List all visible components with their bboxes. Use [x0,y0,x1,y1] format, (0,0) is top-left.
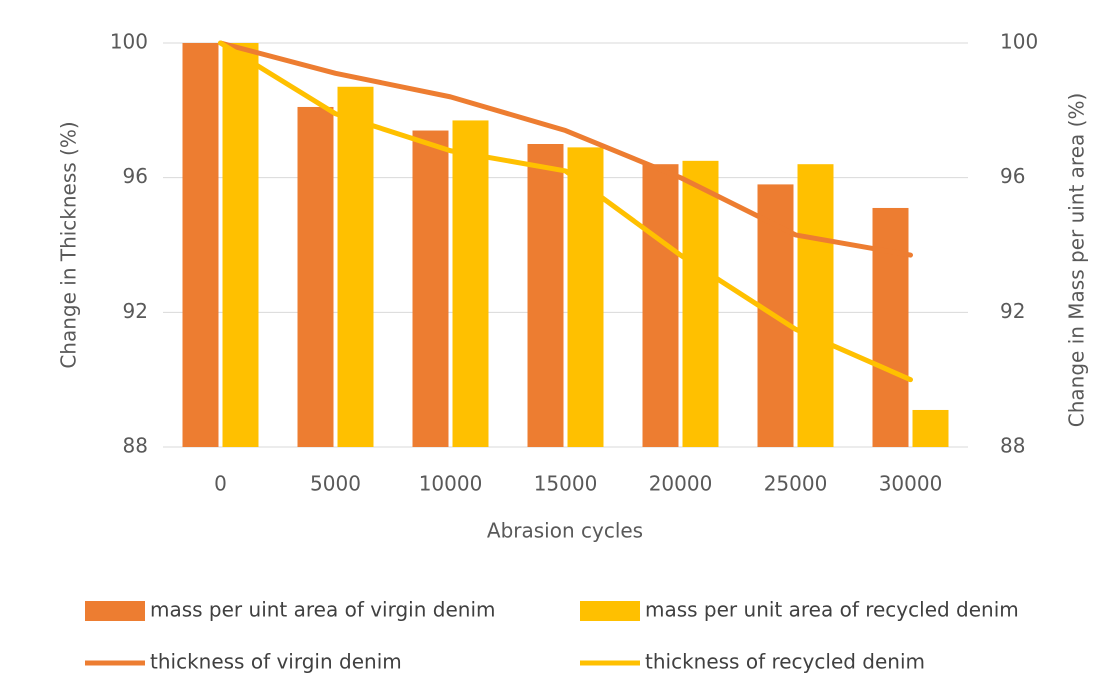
x-tick-label: 5000 [310,472,361,496]
bar [912,409,949,447]
y-tick-label: 88 [123,434,148,458]
y-tick-label: 92 [123,299,148,323]
bar [682,160,719,448]
y2-tick-label: 100 [1000,30,1038,54]
legend-label: mass per uint area of virgin denim [150,598,495,622]
y2-tick-label: 96 [1000,164,1025,188]
x-tick-label: 30000 [879,472,943,496]
line [218,40,913,258]
y2-tick-label: 88 [1000,434,1025,458]
bar [527,144,564,447]
y-tick-label: 96 [123,164,148,188]
bar [222,43,259,447]
x-tick-label: 20000 [649,472,713,496]
legend-label: mass per unit area of recycled denim [645,598,1019,622]
y2-axis-title: Change in Mass per uint area (%) [1065,93,1089,427]
x-axis-title: Abrasion cycles [487,519,643,543]
legend-swatch [580,601,640,621]
x-tick-label: 15000 [534,472,598,496]
bar [452,120,489,447]
y-tick-label: 100 [110,30,148,54]
x-tick-label: 0 [214,472,227,496]
x-tick-label: 10000 [419,472,483,496]
bar [797,164,834,447]
legend-label: thickness of recycled denim [645,650,925,674]
bar [337,86,374,448]
legend-label: thickness of virgin denim [150,650,402,674]
bar [412,130,449,448]
bar [297,106,334,447]
legend-swatch [85,601,145,621]
bar [182,43,219,447]
bar [872,207,909,447]
bar [642,164,679,447]
line [218,40,913,383]
x-tick-label: 25000 [764,472,828,496]
y-axis-title: Change in Thickness (%) [57,121,81,368]
y2-tick-label: 92 [1000,299,1025,323]
